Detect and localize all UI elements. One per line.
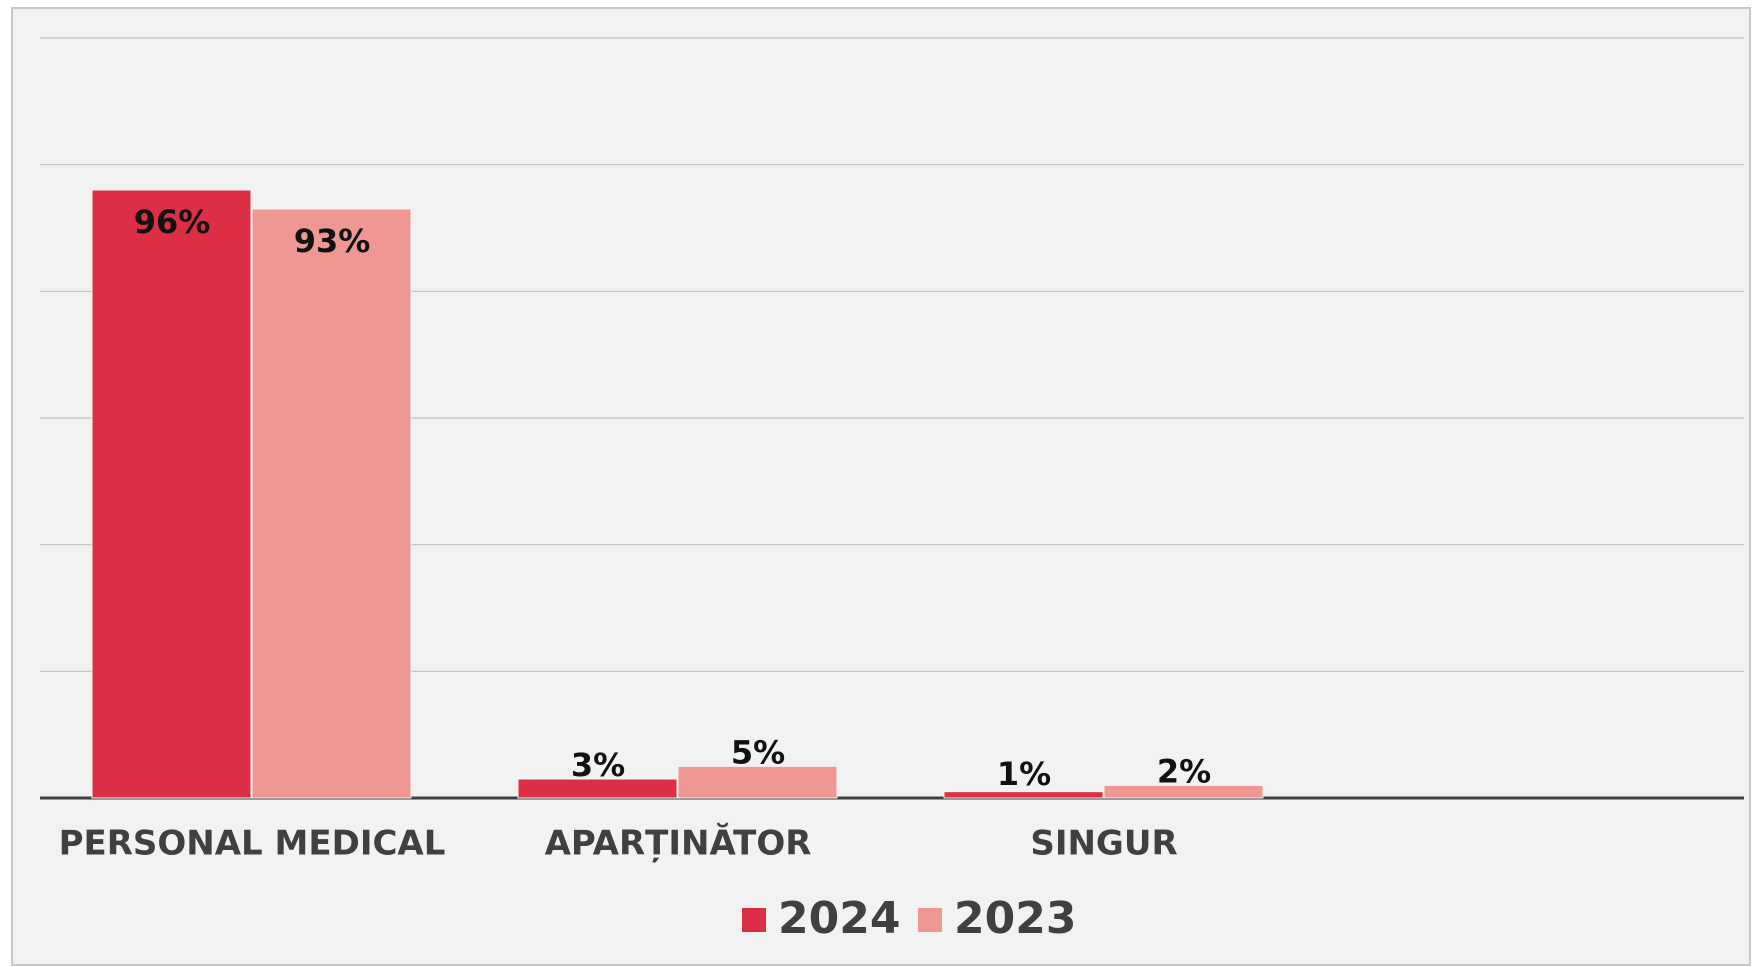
legend-label: 2024 xyxy=(778,893,900,944)
legend-label: 2023 xyxy=(954,893,1076,944)
bar xyxy=(1103,784,1264,799)
data-label: 1% xyxy=(997,755,1051,793)
data-label: 2% xyxy=(1157,752,1211,790)
bar xyxy=(251,208,412,799)
x-tick-label: SINGUR xyxy=(1030,824,1177,864)
legend-swatch xyxy=(742,908,766,932)
bar xyxy=(943,791,1104,799)
data-label: 5% xyxy=(731,733,785,771)
bar xyxy=(91,189,252,799)
data-label: 96% xyxy=(134,203,211,241)
legend-swatch xyxy=(918,908,942,932)
bar xyxy=(677,765,838,799)
x-tick-label: APARȚINĂTOR xyxy=(545,823,812,864)
bar xyxy=(517,778,678,799)
data-label: 93% xyxy=(294,222,371,260)
x-tick-label: PERSONAL MEDICAL xyxy=(59,824,446,864)
data-label: 3% xyxy=(571,746,625,784)
